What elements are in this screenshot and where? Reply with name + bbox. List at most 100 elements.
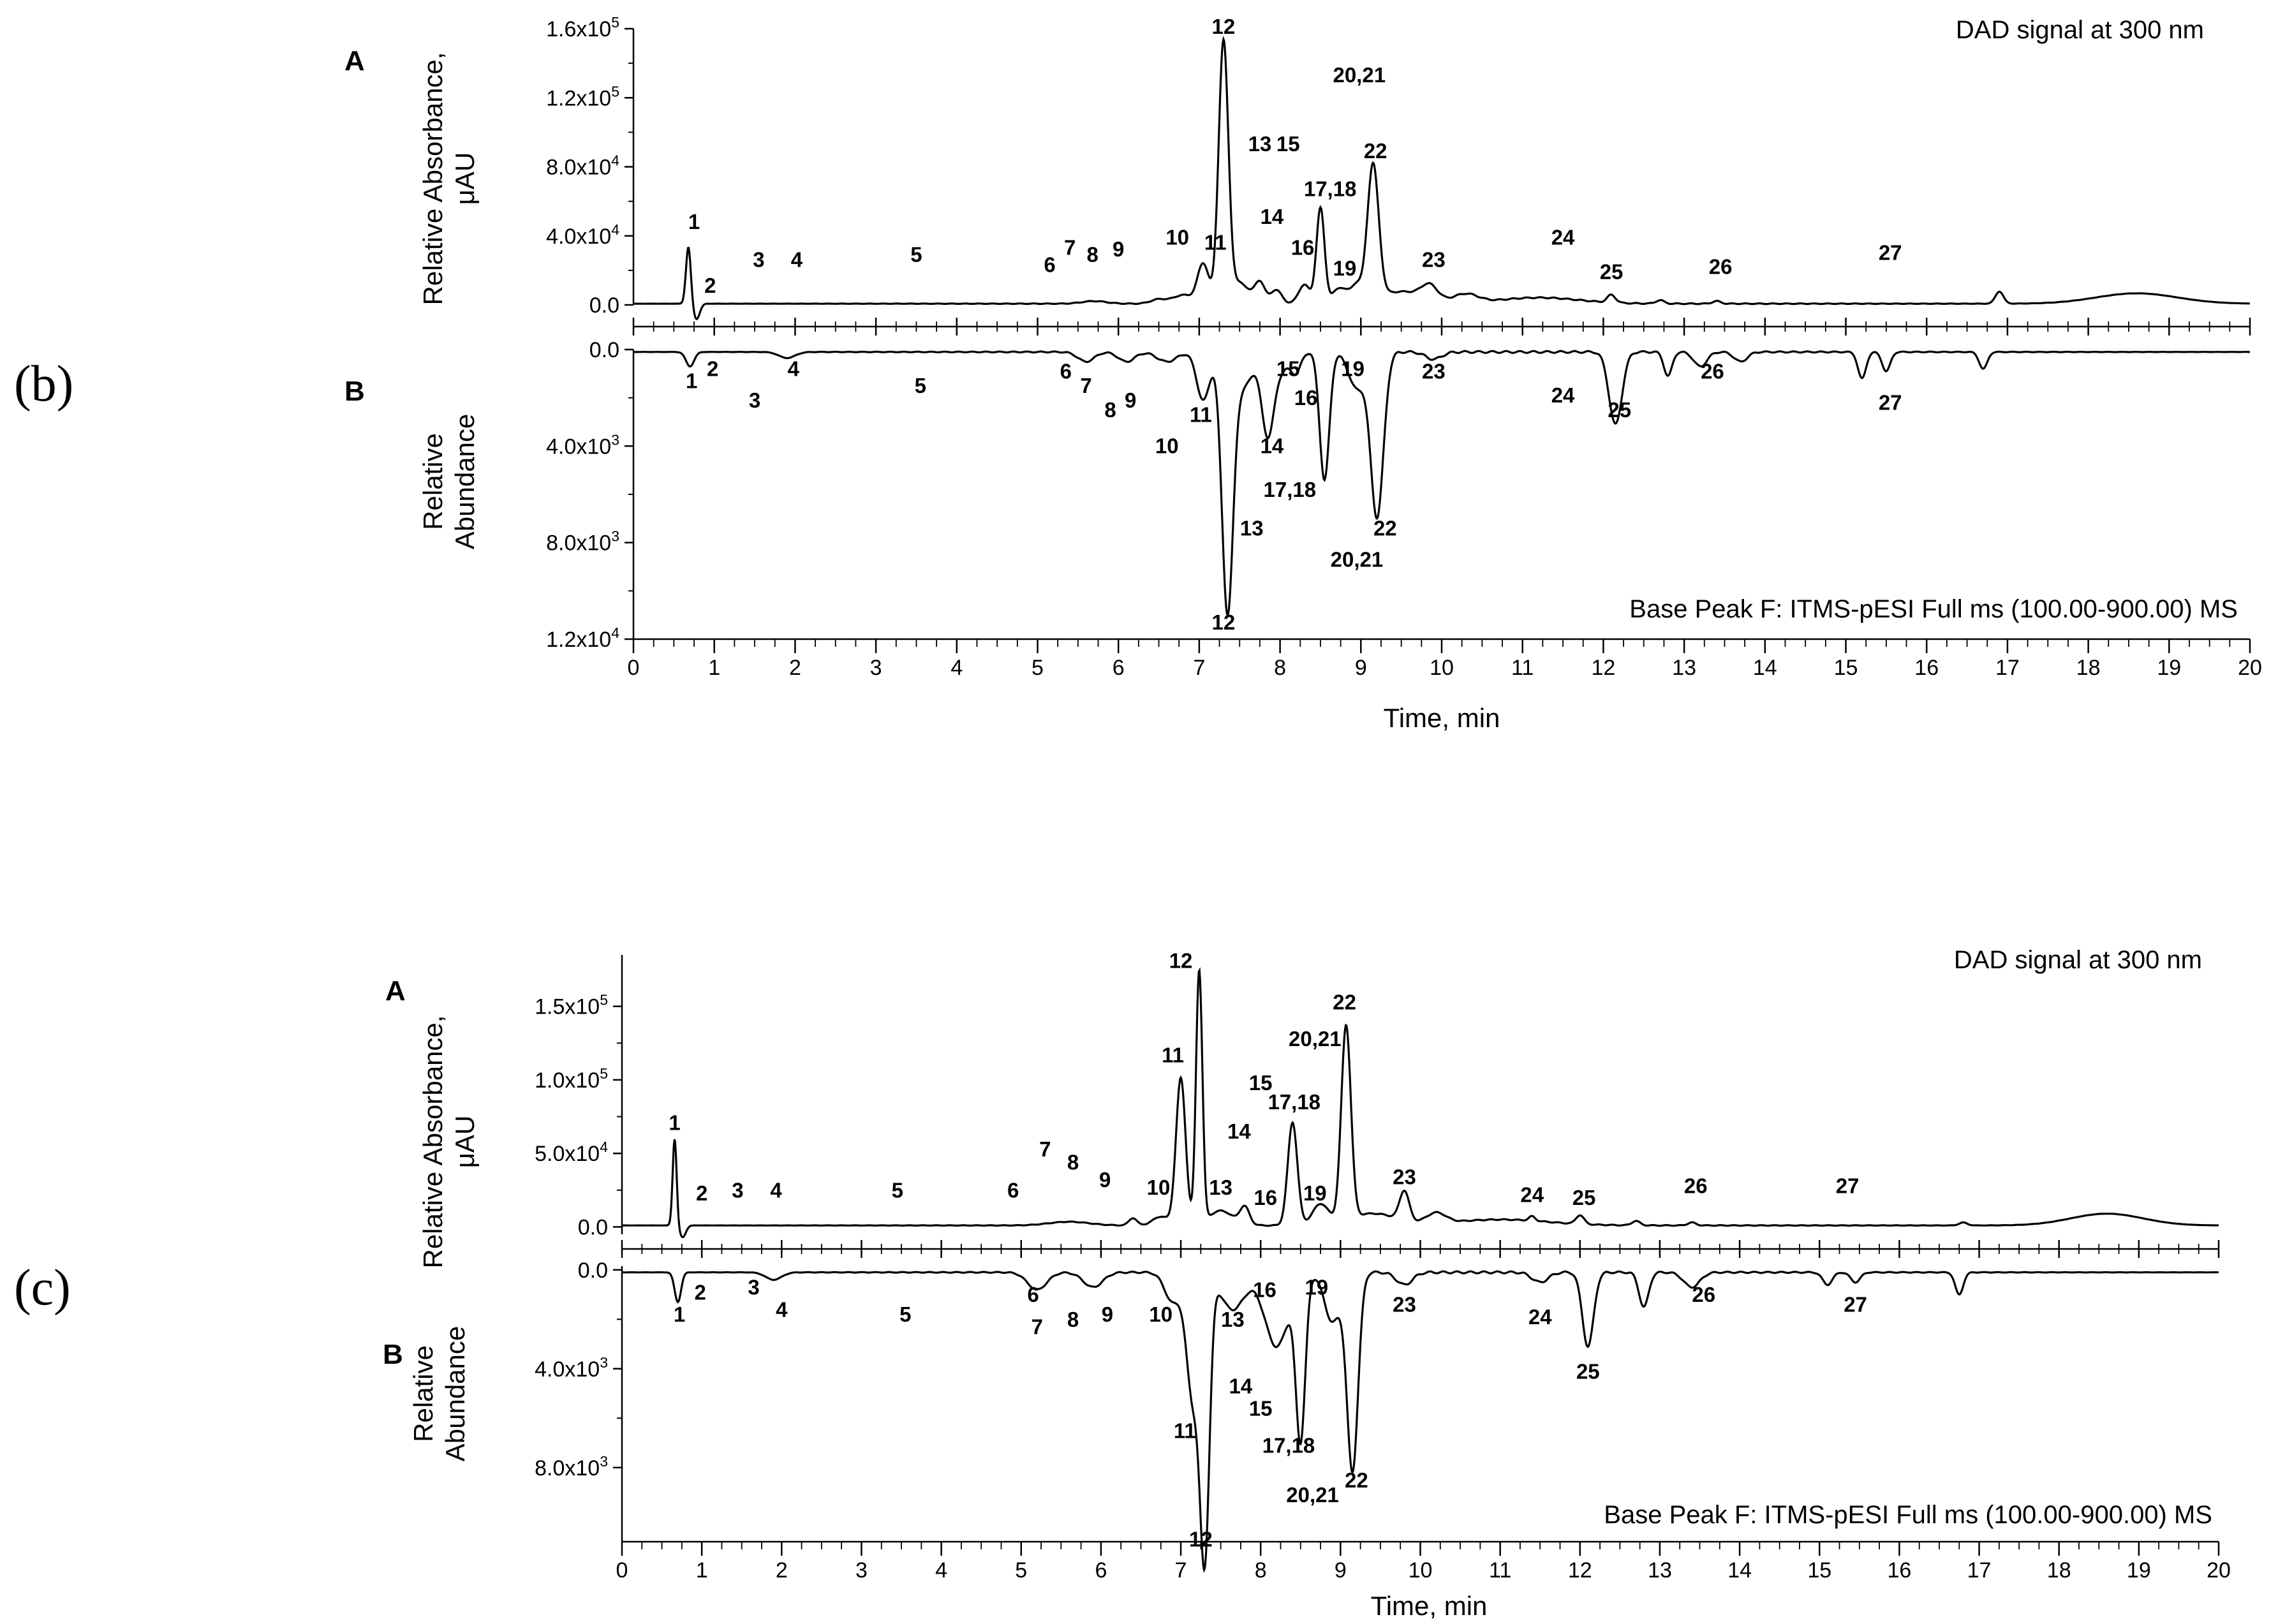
peak-label-14: 14: [1261, 434, 1284, 458]
peak-label-12: 12: [1212, 15, 1236, 38]
peak-label-22: 22: [1345, 1468, 1368, 1492]
x-axis-tick-label: 0: [616, 1558, 628, 1583]
x-axis-tick-label: 2: [789, 656, 801, 680]
x-axis-tick-label: 16: [1887, 1558, 1911, 1583]
panel-b: (b) A B Relative Absorbance, μAU Relativ…: [14, 16, 2238, 733]
x-axis-tick-label: 0: [628, 656, 640, 680]
peak-label-12: 12: [1169, 949, 1193, 973]
x-axis-tick-label: 3: [855, 1558, 868, 1583]
panel-c: (c) A B Relative Absorbance, μAU Relativ…: [14, 946, 2212, 1621]
peak-label-6: 6: [1027, 1283, 1039, 1306]
panel-b-bottom-annotation: Base Peak F: ITMS-pESI Full ms (100.00-9…: [1629, 595, 2238, 623]
panel-b-sub-b-label: B: [344, 376, 365, 407]
x-axis-tick-label: 19: [2157, 656, 2181, 680]
peak-label-12: 12: [1212, 610, 1236, 634]
peak-label-17-18: 17,18: [1264, 478, 1317, 501]
peak-label-16: 16: [1291, 236, 1315, 260]
x-axis-tick-label: 11: [1489, 1558, 1511, 1583]
peak-label-13: 13: [1209, 1176, 1232, 1199]
peak-label-19: 19: [1303, 1181, 1327, 1205]
peak-label-11: 11: [1174, 1419, 1196, 1442]
panel-c-sub-a-label: A: [385, 975, 406, 1007]
peak-label-6: 6: [1060, 359, 1072, 383]
peak-label-27: 27: [1836, 1174, 1860, 1197]
peak-label-9: 9: [1102, 1303, 1113, 1326]
peak-label-7: 7: [1032, 1315, 1043, 1339]
peak-label-22: 22: [1373, 516, 1397, 540]
x-axis-tick-label: 7: [1175, 1558, 1187, 1583]
x-axis-tick-label: 12: [1568, 1558, 1592, 1583]
peak-label-7: 7: [1064, 236, 1076, 260]
x-axis-tick-label: 8: [1255, 1558, 1267, 1583]
x-axis-tick-label: 4: [950, 656, 963, 680]
peak-label-23: 23: [1422, 247, 1446, 271]
panel-b-sub-a-label: A: [344, 45, 365, 77]
x-axis-tick-label: 10: [1409, 1558, 1433, 1583]
x-axis-tick-label: 15: [1834, 656, 1858, 680]
x-axis-tick-label: 17: [1967, 1558, 1992, 1583]
x-axis-tick-label: 6: [1095, 1558, 1107, 1583]
x-axis-tick-label: 15: [1807, 1558, 1831, 1583]
x-axis-tick-label: 16: [1914, 656, 1939, 680]
y-tick-label: 1.2x105: [546, 83, 619, 110]
chromatogram-trace: [633, 350, 2250, 618]
peak-label-26: 26: [1684, 1174, 1708, 1197]
peak-label-11: 11: [1204, 230, 1227, 254]
panel-c-top-annotation: DAD signal at 300 nm: [1954, 946, 2202, 974]
peak-label-25: 25: [1572, 1186, 1596, 1209]
x-axis-tick-label: 1: [708, 656, 720, 680]
peak-label-14: 14: [1261, 205, 1284, 228]
peak-label-25: 25: [1608, 398, 1631, 422]
peak-label-24: 24: [1551, 383, 1575, 407]
peak-label-5: 5: [892, 1178, 903, 1202]
peak-label-20-21: 20,21: [1331, 548, 1384, 572]
peak-label-20-21: 20,21: [1333, 63, 1386, 87]
peak-label-25: 25: [1600, 260, 1623, 283]
peak-label-6: 6: [1044, 253, 1055, 277]
peak-label-27: 27: [1879, 391, 1902, 415]
x-axis-tick-label: 18: [2047, 1558, 2071, 1583]
peak-label-26: 26: [1709, 255, 1733, 278]
y-tick-label: 1.5x105: [535, 992, 608, 1019]
peak-label-16: 16: [1254, 1186, 1277, 1209]
panel-c-bottom-ylabel-line2: Abundance: [440, 1326, 470, 1462]
peak-label-1: 1: [674, 1303, 685, 1326]
peak-label-19: 19: [1333, 256, 1357, 280]
peak-label-8: 8: [1086, 242, 1098, 266]
panel-c-bottom-ylabel-line1: Relative: [408, 1345, 438, 1442]
y-tick-label: 8.0x103: [546, 528, 619, 556]
peak-label-3: 3: [732, 1178, 743, 1202]
x-axis-tick-label: 17: [1995, 656, 2020, 680]
peak-label-12: 12: [1189, 1528, 1213, 1551]
y-tick-label: 1.2x104: [546, 624, 619, 652]
peak-label-2: 2: [704, 274, 716, 297]
peak-label-1: 1: [688, 210, 700, 233]
panel-c-bottom-annotation: Base Peak F: ITMS-pESI Full ms (100.00-9…: [1604, 1501, 2212, 1529]
middle-time-axis-1: [632, 318, 2251, 336]
x-axis-tick-label: 19: [2127, 1558, 2151, 1583]
x-axis-tick-label: 13: [1672, 656, 1696, 680]
peak-label-5: 5: [915, 374, 926, 397]
x-axis-tick-label: 20: [2207, 1558, 2231, 1583]
peak-label-24: 24: [1520, 1183, 1544, 1206]
middle-time-axis-2: [621, 1240, 2220, 1258]
peak-label-8: 8: [1067, 1151, 1079, 1174]
x-axis-tick-label: 5: [1015, 1558, 1027, 1583]
x-axis-tick-label: 12: [1591, 656, 1615, 680]
peak-label-20-21: 20,21: [1289, 1027, 1342, 1051]
panel-b-top-ylabel-line2: μAU: [450, 152, 480, 205]
panel-c-xlabel: Time, min: [1371, 1591, 1488, 1621]
peak-label-3: 3: [753, 247, 764, 271]
panel-b-top-ylabel-line1: Relative Absorbance,: [418, 52, 448, 306]
peak-label-13: 13: [1221, 1308, 1245, 1331]
panel-b-bottom-ylabel-line2: Abundance: [450, 414, 480, 550]
y-tick-label: 1.0x105: [535, 1065, 608, 1093]
panel-b-xlabel: Time, min: [1384, 703, 1500, 733]
peak-label-10: 10: [1149, 1303, 1172, 1326]
y-tick-label: 8.0x104: [546, 152, 619, 180]
y-tick-label: 1.6x105: [546, 14, 619, 41]
